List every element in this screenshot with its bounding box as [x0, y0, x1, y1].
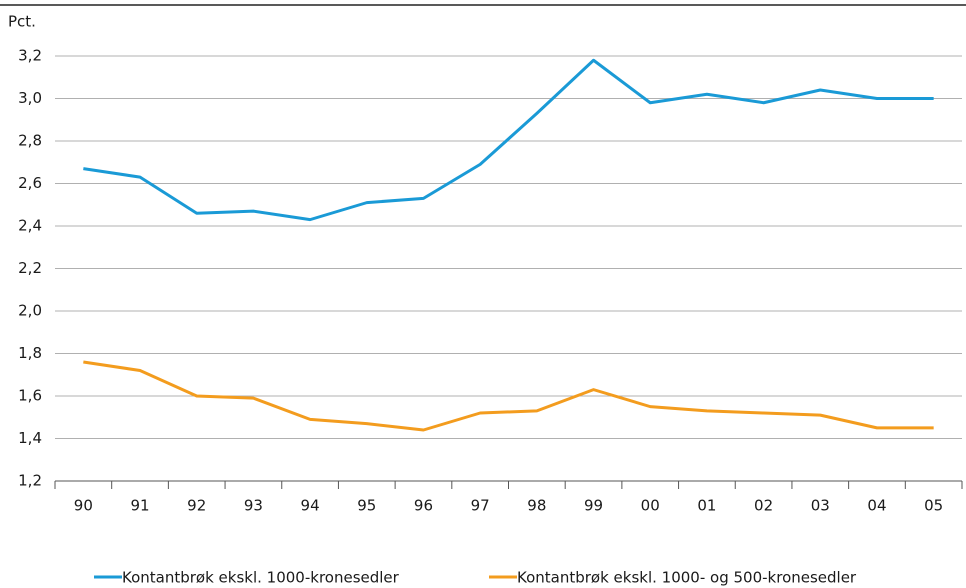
- x-tick-label: 00: [641, 497, 660, 515]
- x-tick-label: 95: [357, 497, 376, 515]
- y-tick-label: 2,6: [18, 174, 42, 192]
- legend-label: Kontantbrøk ekskl. 1000-kronesedler: [122, 569, 400, 587]
- x-tick-label: 90: [74, 497, 93, 515]
- series-line: [83, 58, 934, 222]
- x-tick-label: 04: [867, 497, 886, 515]
- x-tick-label: 93: [244, 497, 263, 515]
- x-tick-label: 03: [811, 497, 830, 515]
- y-tick-label: 2,8: [18, 132, 42, 150]
- y-tick-label: 2,4: [18, 217, 42, 235]
- y-tick-label: 1,2: [18, 472, 42, 490]
- x-tick-label: 98: [527, 497, 546, 515]
- x-tick-label: 91: [130, 497, 149, 515]
- x-tick-label: 94: [301, 497, 320, 515]
- x-tick-label: 99: [584, 497, 603, 515]
- y-tick-label: 3,2: [18, 47, 42, 65]
- series-line: [83, 360, 934, 432]
- y-tick-label: 1,8: [18, 344, 42, 362]
- x-tick-label: 97: [471, 497, 490, 515]
- y-axis-label: Pct.: [8, 13, 36, 31]
- x-tick-label: 92: [187, 497, 206, 515]
- y-tick-label: 1,6: [18, 387, 42, 405]
- x-tick-label: 96: [414, 497, 433, 515]
- legend-label: Kontantbrøk ekskl. 1000- og 500-kronesed…: [517, 569, 857, 587]
- y-tick-label: 3,0: [18, 89, 42, 107]
- x-tick-label: 01: [697, 497, 716, 515]
- y-tick-label: 1,4: [18, 429, 42, 447]
- y-tick-label: 2,0: [18, 302, 42, 320]
- y-tick-label: 2,2: [18, 259, 42, 277]
- x-tick-label: 02: [754, 497, 773, 515]
- x-tick-label: 05: [924, 497, 943, 515]
